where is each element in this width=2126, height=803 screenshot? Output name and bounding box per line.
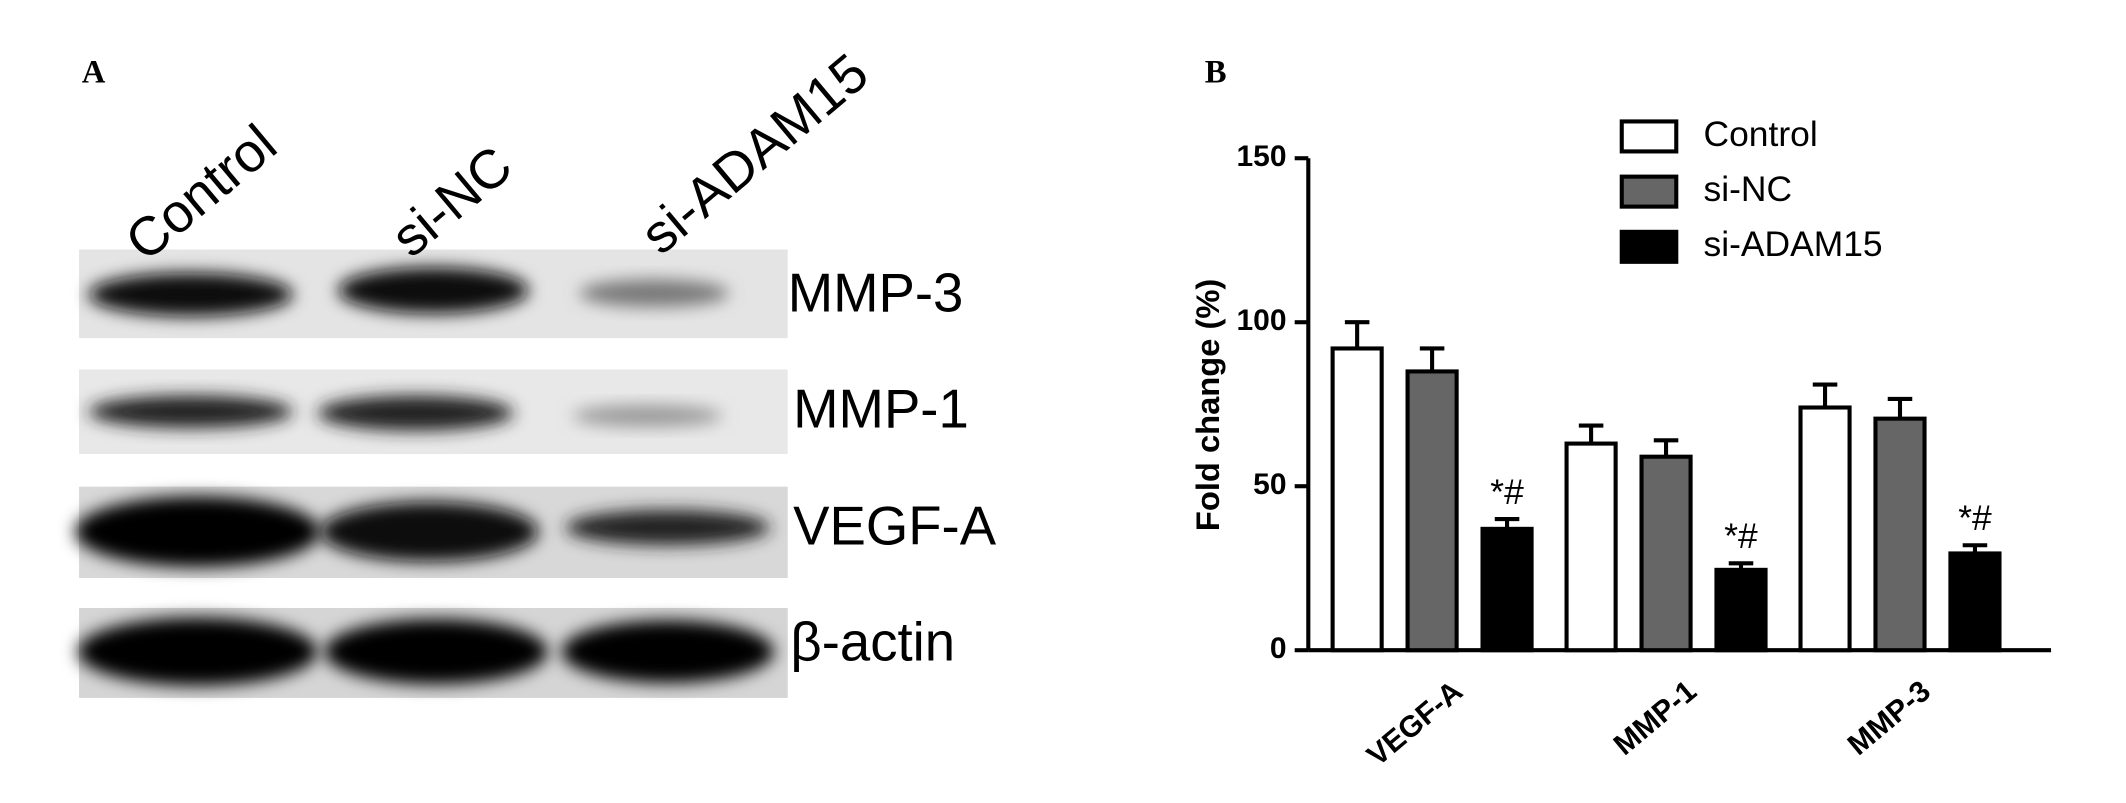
error-bar	[1419, 346, 1445, 372]
legend-label: si-NC	[1704, 169, 1793, 209]
bar	[1798, 405, 1852, 653]
legend-label: Control	[1704, 114, 1818, 154]
legend-label: si-ADAM15	[1704, 224, 1883, 264]
x-tick-label: MMP-3	[1842, 675, 1937, 762]
panel-label: B	[1205, 55, 1227, 91]
error-bar	[1494, 516, 1520, 529]
error-bar	[1728, 561, 1754, 570]
legend-swatch	[1619, 119, 1679, 154]
band	[572, 404, 723, 427]
bar	[1714, 567, 1768, 653]
y-tick-label: 100	[1236, 304, 1286, 337]
blot	[74, 249, 788, 698]
band	[561, 620, 775, 683]
band	[579, 279, 730, 307]
y-tick-label: 150	[1236, 140, 1286, 173]
y-axis-label: Fold change (%)	[1189, 279, 1226, 531]
error-bar	[1812, 382, 1838, 408]
band	[324, 618, 548, 685]
bar	[1480, 526, 1534, 653]
bar	[1405, 369, 1459, 653]
protein-label: MMP-3	[788, 263, 964, 324]
band	[74, 496, 321, 568]
legend-swatch	[1619, 174, 1679, 209]
band	[88, 272, 294, 317]
protein-label: β-actin	[790, 612, 955, 673]
error-bar	[1962, 543, 1988, 554]
y-tick-label: 50	[1253, 468, 1286, 501]
band	[337, 267, 529, 314]
annotation: *#	[1724, 516, 1758, 556]
lane-label: si-NC	[380, 134, 524, 268]
error-bar	[1578, 423, 1604, 444]
band	[320, 501, 539, 562]
band	[565, 509, 770, 546]
error-bar	[1887, 396, 1913, 419]
lane-label: si-ADAM15	[629, 42, 879, 266]
lane-label: Control	[114, 113, 288, 273]
protein-label: VEGF-A	[793, 496, 997, 557]
band	[77, 617, 318, 686]
x-tick-label: VEGF-A	[1361, 675, 1469, 773]
error-bar	[1653, 438, 1679, 457]
protein-label: MMP-1	[793, 378, 969, 439]
bar	[1873, 416, 1927, 653]
bar	[1948, 551, 2002, 653]
bar	[1639, 454, 1693, 653]
band	[317, 395, 514, 431]
annotation: *#	[1958, 498, 1992, 538]
bar	[1564, 441, 1618, 653]
bar	[1330, 346, 1384, 653]
x-tick-label: MMP-1	[1608, 675, 1703, 762]
y-tick-label: 0	[1270, 632, 1287, 665]
band	[88, 395, 294, 429]
legend-swatch	[1619, 229, 1679, 264]
error-bar	[1344, 320, 1370, 349]
panel-label: A	[82, 55, 106, 91]
annotation: *#	[1490, 472, 1524, 512]
